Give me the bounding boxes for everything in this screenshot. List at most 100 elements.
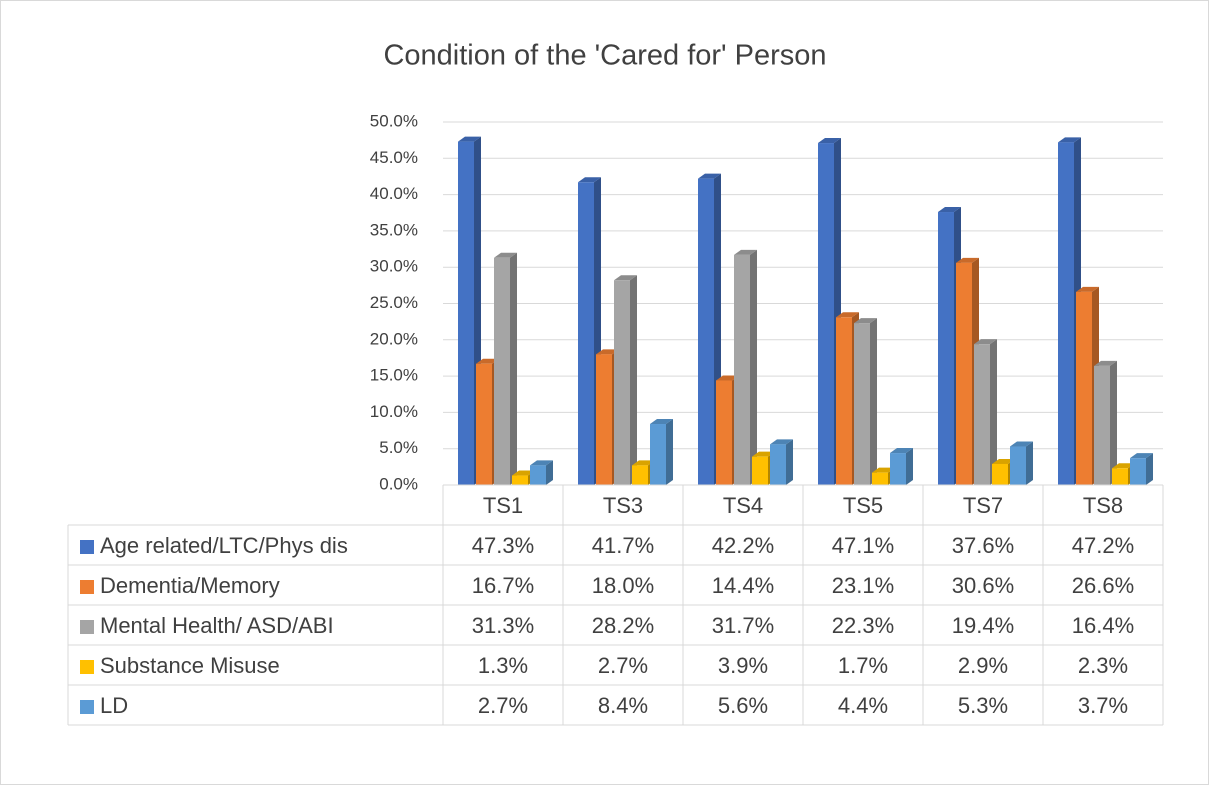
y-tick-label: 40.0% — [370, 184, 418, 203]
bar-front — [956, 262, 972, 485]
bar — [494, 252, 517, 485]
table-cell: 1.3% — [478, 653, 528, 678]
bar-front — [596, 354, 612, 485]
y-tick-label: 5.0% — [379, 438, 418, 457]
bar-side — [1146, 453, 1153, 485]
bar-top — [836, 312, 859, 318]
x-tick-label: TS4 — [723, 493, 763, 518]
bar-top — [734, 249, 757, 255]
table-cell: 5.6% — [718, 693, 768, 718]
table-cell: 26.6% — [1072, 573, 1134, 598]
bar-front — [938, 212, 954, 486]
table-cell: 47.2% — [1072, 533, 1134, 558]
legend-swatch — [80, 540, 94, 554]
bar-top — [650, 419, 673, 425]
bar — [614, 275, 637, 485]
bar-top — [476, 358, 499, 364]
table-cell: 2.9% — [958, 653, 1008, 678]
table-cell: 1.7% — [838, 653, 888, 678]
bar-front — [1094, 365, 1110, 485]
table-cell: 4.4% — [838, 693, 888, 718]
bar-top — [530, 460, 553, 466]
bar-front — [974, 344, 990, 485]
bar-front — [614, 280, 630, 485]
bar-front — [578, 182, 594, 485]
legend-label: LD — [100, 693, 128, 718]
x-tick-label: TS8 — [1083, 493, 1123, 518]
legend-label: Age related/LTC/Phys dis — [100, 533, 348, 558]
bar-front — [752, 456, 768, 485]
bar-front — [512, 475, 528, 485]
bar — [1010, 441, 1033, 485]
table-cell: 2.7% — [478, 693, 528, 718]
bar-top — [752, 451, 775, 457]
table-cell: 16.7% — [472, 573, 534, 598]
bar-front — [1112, 468, 1128, 485]
table-cell: 30.6% — [952, 573, 1014, 598]
legend-swatch — [80, 580, 94, 594]
bar — [1130, 453, 1153, 485]
bar-front — [632, 465, 648, 485]
bar-top — [716, 375, 739, 381]
bar-side — [546, 460, 553, 485]
bar-top — [632, 460, 655, 466]
bar-top — [1010, 441, 1033, 447]
y-tick-label: 10.0% — [370, 402, 418, 421]
table-cell: 14.4% — [712, 573, 774, 598]
table-cell: 31.7% — [712, 613, 774, 638]
bar-side — [870, 318, 877, 485]
bar-side — [990, 339, 997, 485]
table-cell: 2.3% — [1078, 653, 1128, 678]
table-cell: 47.1% — [832, 533, 894, 558]
table-cell: 8.4% — [598, 693, 648, 718]
bar-top — [1112, 463, 1135, 469]
x-tick-label: TS3 — [603, 493, 643, 518]
bar-side — [666, 419, 673, 485]
table-cell: 22.3% — [832, 613, 894, 638]
bar-side — [786, 439, 793, 485]
x-tick-label: TS1 — [483, 493, 523, 518]
y-tick-label: 0.0% — [379, 474, 418, 493]
bar-top — [698, 173, 721, 179]
table-cell: 42.2% — [712, 533, 774, 558]
bar-top — [578, 177, 601, 183]
y-tick-label: 45.0% — [370, 148, 418, 167]
y-tick-label: 50.0% — [370, 111, 418, 130]
bar-front — [1130, 458, 1146, 485]
bar-top — [818, 138, 841, 144]
y-tick-label: 15.0% — [370, 366, 418, 385]
legend-label: Dementia/Memory — [100, 573, 280, 598]
bar-top — [494, 252, 517, 258]
bar-top — [992, 458, 1015, 464]
bar-front — [1076, 291, 1092, 485]
table-cell: 47.3% — [472, 533, 534, 558]
table-cell: 19.4% — [952, 613, 1014, 638]
chart-title: Condition of the 'Cared for' Person — [383, 40, 826, 72]
bar-side — [510, 252, 517, 485]
legend-label: Mental Health/ ASD/ABI — [100, 613, 334, 638]
bar-top — [854, 318, 877, 324]
bar-top — [872, 467, 895, 473]
bar — [530, 460, 553, 485]
bar-top — [938, 207, 961, 213]
bar — [854, 318, 877, 485]
table-cell: 16.4% — [1072, 613, 1134, 638]
bar — [734, 249, 757, 485]
x-tick-label: TS7 — [963, 493, 1003, 518]
table-cell: 37.6% — [952, 533, 1014, 558]
bar-top — [1076, 286, 1099, 292]
table-cell: 3.7% — [1078, 693, 1128, 718]
bar-front — [734, 254, 750, 485]
bar-front — [650, 424, 666, 485]
bar-front — [530, 465, 546, 485]
bar — [650, 419, 673, 485]
bar-top — [614, 275, 637, 281]
bar-top — [1058, 137, 1081, 143]
table-cell: 41.7% — [592, 533, 654, 558]
table-cell: 2.7% — [598, 653, 648, 678]
table-cell: 5.3% — [958, 693, 1008, 718]
table-cell: 28.2% — [592, 613, 654, 638]
bar-front — [476, 363, 492, 485]
bar-top — [596, 349, 619, 355]
bar-top — [956, 257, 979, 263]
